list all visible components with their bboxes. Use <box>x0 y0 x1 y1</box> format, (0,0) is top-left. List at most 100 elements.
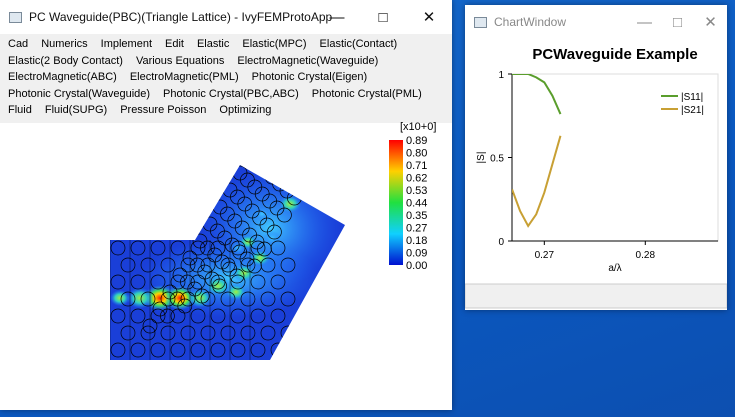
menu-item[interactable]: Implement <box>100 38 152 51</box>
status-strip <box>465 283 727 309</box>
colorbar-label: 0.44 <box>406 198 427 210</box>
rod <box>297 173 312 189</box>
rod <box>278 129 292 143</box>
rod <box>230 308 246 324</box>
rod <box>170 240 186 256</box>
menu-item[interactable]: Optimizing <box>219 104 272 117</box>
rod <box>268 146 282 160</box>
menu-row: Photonic Crystal(Waveguide) Photonic Crys… <box>8 86 452 103</box>
rod <box>337 118 351 120</box>
rod <box>140 325 156 341</box>
rod <box>180 291 196 307</box>
rod <box>307 165 322 172</box>
colorbar-label: 0.00 <box>406 260 427 272</box>
menu-bar: Cad Numerics Implement Edit Elastic Elastic(M… <box>0 34 452 123</box>
rod <box>110 240 126 256</box>
colorbar-label: 0.09 <box>406 248 427 260</box>
rod <box>200 257 216 273</box>
menu-item[interactable]: Elastic <box>196 38 230 51</box>
legend-label: |S11| <box>681 92 703 103</box>
rod <box>190 342 206 358</box>
rod <box>152 301 168 317</box>
minimize[interactable]: — <box>637 13 652 31</box>
rod <box>270 122 284 136</box>
rod <box>160 257 176 273</box>
menu-row: Elastic(2 Body Contact) Various Equations… <box>8 53 452 70</box>
rod <box>280 291 296 307</box>
rod <box>253 132 267 146</box>
close[interactable]: ✕ <box>422 9 436 26</box>
legend-label: |S21| <box>681 105 704 116</box>
maximize[interactable]: □ <box>378 8 388 26</box>
rod <box>220 325 236 341</box>
menu-item[interactable]: Photonic Crystal(Waveguide) <box>8 87 151 100</box>
menu-item[interactable]: Photonic Crystal(PML) <box>311 87 422 100</box>
chart: PCWaveguide Example 0 0.5 1 0.27 0.28 a/λ |S| |S… <box>465 46 727 309</box>
rod <box>250 165 265 171</box>
rod <box>303 126 317 140</box>
rod <box>130 240 146 256</box>
menu-item[interactable]: Edit <box>165 38 184 51</box>
menu-row: Cad Numerics Implement Edit Elastic Elastic(M… <box>8 36 452 53</box>
rod <box>130 342 146 358</box>
field-plot <box>110 118 351 360</box>
y-tick-label: 1 <box>498 70 504 81</box>
series-line <box>512 135 562 228</box>
menu-item[interactable]: Pressure Poisson <box>120 104 207 117</box>
window-title: ChartWindow <box>494 15 567 29</box>
rod <box>317 140 331 154</box>
menu-item[interactable]: Numerics <box>41 38 88 51</box>
rod <box>130 308 146 324</box>
y-tick-label: 0 <box>498 237 504 248</box>
colorbar-label: 0.18 <box>406 235 427 247</box>
rod <box>293 143 307 157</box>
menu-item[interactable]: Fluid(SUPG) <box>44 104 108 117</box>
rod <box>313 118 327 123</box>
field-spot <box>206 276 230 296</box>
title-bar: PC Waveguide(PBC)(Triangle Lattice) - Iv… <box>0 0 452 34</box>
x-tick-label: 0.27 <box>535 250 555 261</box>
rod <box>243 149 257 163</box>
maximize[interactable]: □ <box>672 13 683 31</box>
field-spot <box>110 290 130 306</box>
x-tick-label: 0.28 <box>636 250 656 261</box>
colorbar <box>389 140 403 265</box>
rod <box>150 342 166 358</box>
menu-item[interactable]: Elastic(2 Body Contact) <box>8 54 123 67</box>
y-axis-label: |S| <box>476 152 487 164</box>
rod <box>160 291 176 307</box>
field-spot <box>253 206 271 222</box>
rod <box>327 123 341 137</box>
rod <box>250 240 266 256</box>
menu-item[interactable]: Elastic(MPC) <box>242 38 307 51</box>
menu-item[interactable]: Fluid <box>8 104 32 117</box>
rod <box>240 257 256 273</box>
rod <box>220 291 236 307</box>
rod <box>150 274 166 290</box>
chart-title: PCWaveguide Example <box>532 46 697 63</box>
menu-item[interactable]: ElectroMagnetic(PML) <box>129 71 239 84</box>
menu-item[interactable]: Various Equations <box>135 54 225 67</box>
rod <box>274 165 290 168</box>
main-window: PC Waveguide(PBC)(Triangle Lattice) - Iv… <box>0 0 452 360</box>
menu-item[interactable]: Photonic Crystal(PBC,ABC) <box>163 87 299 100</box>
menu-item[interactable]: ElectroMagnetic(ABC) <box>8 71 117 84</box>
menu-item[interactable]: ElectroMagnetic(Waveguide) <box>237 54 379 67</box>
rod <box>260 139 274 153</box>
colorbar-label: 0.89 <box>406 135 427 147</box>
rod <box>120 291 136 307</box>
menu-item[interactable]: Photonic Crystal(Eigen) <box>251 71 368 84</box>
colorbar-exponent: [x10+0] <box>400 121 436 133</box>
rod <box>120 257 136 273</box>
window-title: PC Waveguide(PBC)(Triangle Lattice) - Iv… <box>29 10 333 24</box>
menu-item[interactable]: Cad <box>8 38 29 51</box>
close[interactable]: ✕ <box>704 14 717 31</box>
rod <box>250 308 266 324</box>
minimize[interactable]: — <box>329 8 345 26</box>
rod <box>120 325 136 341</box>
rod <box>140 291 156 307</box>
field-glow <box>200 168 340 288</box>
menu-item[interactable]: Elastic(Contact) <box>319 38 398 51</box>
rod <box>140 257 156 273</box>
